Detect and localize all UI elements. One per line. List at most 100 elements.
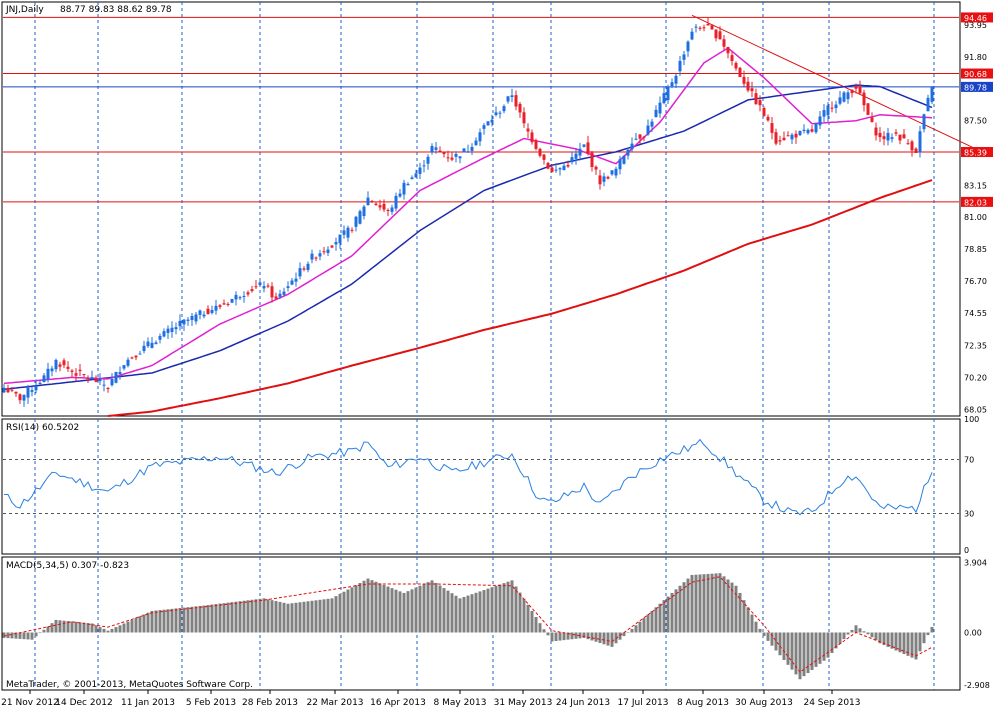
candle-body [626,149,630,156]
macd-bar [350,587,354,633]
candle [690,28,694,41]
macd-bar [602,632,606,645]
candle [210,305,214,315]
macd-bar [42,629,46,633]
candle [574,148,578,165]
candle [2,384,6,394]
macd-bar [658,603,662,633]
candle-body [818,116,822,126]
macd-bar [310,600,314,633]
candle-body [694,26,698,28]
candle [706,17,710,26]
candle-body [890,137,894,139]
candle [142,340,146,354]
candle [394,192,398,212]
candle [134,355,138,361]
macd-bar [50,623,54,633]
price-tick-label: 78.85 [964,245,987,254]
candle [314,256,318,262]
candle-body [46,368,50,380]
candle [266,283,270,289]
candle-body [746,81,750,91]
candle [898,134,902,145]
candle [910,139,914,157]
macd-bar [926,632,930,636]
candle [66,361,70,372]
candle [634,132,638,141]
candle-body [38,382,42,384]
candle [594,165,598,175]
candle-body [814,123,818,133]
candle [26,384,30,404]
candle [698,26,702,31]
trendline-group[interactable] [691,14,977,150]
candle-body [434,147,438,150]
macd-bar [302,601,306,633]
macd-bar [466,595,470,633]
candle [650,118,654,132]
macd-bar [846,632,850,635]
candle-body [146,341,150,347]
rsi-line [4,438,933,516]
candle [198,309,202,320]
macd-bar [686,578,690,633]
macd-bar [894,632,898,651]
candle [666,84,670,104]
candle-body [358,211,362,224]
candle [98,373,102,386]
candle-body [642,136,646,138]
candle [402,179,406,200]
macd-bar [842,632,846,640]
candle [18,393,22,404]
candle [362,204,366,220]
candle [874,122,878,141]
date-tick-label: 8 Aug 2013 [677,698,729,708]
candle-body [630,143,634,150]
candle-body [502,106,506,112]
candle [250,285,254,293]
date-tick-label: 21 Nov 2012 [1,698,59,708]
candle [494,106,498,117]
candle-body [598,175,602,185]
candle-body [822,110,826,117]
macd-bar [230,602,234,633]
rsi-tick-label: 70 [964,456,974,465]
candle-body [554,169,558,171]
candle [458,156,462,164]
horizontal-lines[interactable] [3,16,959,203]
macd-bar [282,602,286,633]
candle-body [26,387,30,398]
rsi-tick-label: 0 [964,546,969,555]
date-tick-label: 8 May 2013 [434,698,487,708]
macd-bar [214,604,218,633]
macd-bar [422,583,426,633]
candle [126,357,130,368]
macd-bar [758,628,762,633]
macd-bar [18,632,22,639]
candle-body [774,132,778,144]
candle-body [142,345,146,352]
candle [538,147,542,158]
macd-tick-label: -2.908 [964,681,990,690]
candle [34,379,38,394]
copyright-text: MetaTrader, © 2001-2013, MetaQuotes Soft… [6,680,253,690]
candle [290,277,294,286]
price-tick-label: 87.50 [964,117,987,126]
candle-body [878,132,882,138]
candle-body [346,227,350,238]
macd-bar [922,632,926,644]
date-tick-label: 24 Jun 2013 [556,698,610,708]
macd-bar [534,617,538,633]
candle-body [170,327,174,332]
candle-body [2,387,6,393]
candle [922,113,926,133]
trendline[interactable] [691,14,977,150]
candle [718,26,722,40]
macd-bar [346,589,350,633]
candle [78,364,82,376]
candle-body [126,359,130,366]
candle-body [222,303,226,305]
candle [462,148,466,153]
candle-body [258,282,262,286]
